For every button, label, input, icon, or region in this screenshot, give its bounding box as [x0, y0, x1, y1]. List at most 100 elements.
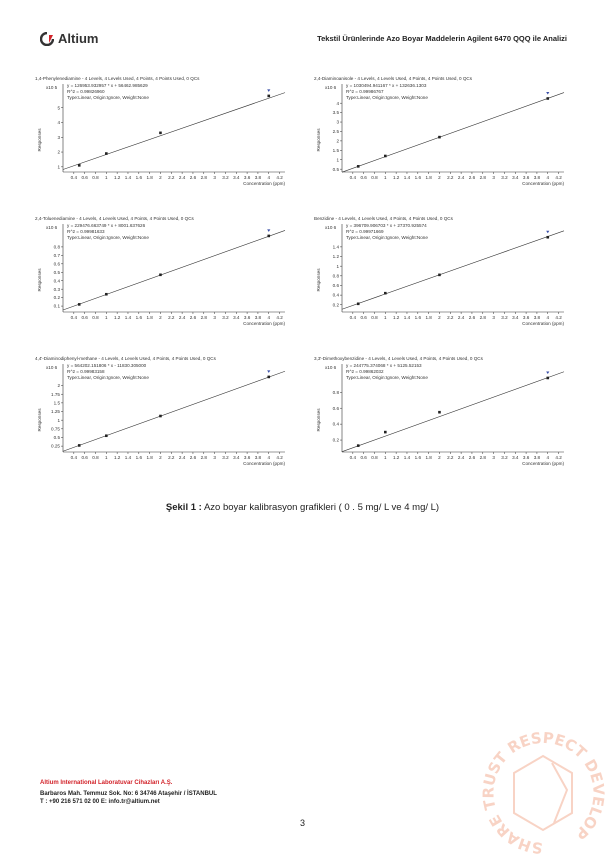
x-tick-label: 0.4	[71, 315, 78, 320]
x-tick-label: 3.6	[523, 455, 530, 460]
x-tick-label: 3.8	[534, 455, 541, 460]
x-tick-label: 0.8	[371, 175, 378, 180]
y-tick-label: 0.7	[54, 253, 61, 258]
page-number: 3	[299, 818, 305, 828]
x-tick-label: 2	[159, 455, 162, 460]
scale-label: x10 5	[46, 85, 58, 90]
y-tick-label: 0.3	[54, 287, 61, 292]
x-tick-label: 3.8	[255, 175, 262, 180]
data-point	[105, 152, 108, 155]
x-tick-label: 3	[213, 175, 216, 180]
x-tick-label: 2.6	[190, 455, 197, 460]
x-tick-label: 3	[213, 315, 216, 320]
y-tick-label: 0.2	[54, 295, 61, 300]
y-tick-label: 0.5	[333, 167, 340, 172]
y-tick-label: 4	[57, 120, 60, 125]
x-tick-label: 3.4	[233, 315, 240, 320]
level-marker-icon	[546, 230, 550, 234]
caption-text: Azo boyar kalibrasyon grafikleri ( 0 . 5…	[201, 502, 440, 513]
x-tick-label: 2.2	[447, 315, 454, 320]
chart-title: 4,4'-Diaminodiphenyl-methane - 4 Levels,…	[35, 356, 217, 361]
x-tick-label: 1.8	[146, 455, 153, 460]
calibration-chart-4: Benzidine - 4 Levels, 4 Levels Used, 4 P…	[312, 214, 572, 336]
x-tick-label: 1.4	[125, 315, 132, 320]
x-tick-label: 3.2	[501, 315, 508, 320]
data-point	[267, 375, 271, 379]
fit-info: Type:Linear, Origin:Ignore, Weight:None	[346, 95, 428, 100]
x-tick-label: 2.4	[458, 455, 465, 460]
y-tick-label: 1.5	[54, 400, 61, 405]
y-tick-label: 1.2	[333, 254, 340, 259]
data-point	[267, 94, 271, 98]
calibration-chart-6: 3,3'-Dimethoxybenzidine - 4 Levels, 4 Le…	[312, 354, 572, 476]
data-point	[159, 414, 162, 418]
chart-title: 2,4-Diaminoanisole - 4 Levels, 4 Levels …	[314, 76, 473, 81]
x-tick-label: 2.6	[469, 455, 476, 460]
y-tick-label: 1	[57, 418, 60, 423]
x-tick-label: 3.4	[512, 315, 519, 320]
fit-line	[341, 92, 565, 173]
x-tick-label: 2.2	[168, 455, 175, 460]
footer-address: Barbaros Mah. Temmuz Sok. No: 6 34746 At…	[40, 791, 217, 797]
y-tick-label: 3	[336, 120, 339, 125]
altium-logo: Altium	[40, 31, 98, 46]
altium-logo-icon	[40, 31, 54, 46]
data-point	[546, 376, 550, 380]
x-tick-label: 2.2	[447, 175, 454, 180]
x-tick-label: 4	[546, 455, 549, 460]
level-marker-icon	[546, 91, 550, 95]
x-axis-label: Concentration (ppm)	[243, 181, 285, 186]
fit-equation: y = 396709.906703 * x + 27370.925574	[346, 223, 427, 228]
x-tick-label: 1.4	[404, 455, 411, 460]
y-tick-label: 1	[336, 157, 339, 162]
x-tick-label: 0.6	[81, 315, 88, 320]
data-point	[356, 444, 360, 447]
y-tick-label: 1.5	[333, 148, 340, 153]
scale-label: x10 6	[325, 365, 337, 370]
x-tick-label: 2	[438, 315, 441, 320]
data-point	[105, 434, 108, 438]
fit-info: Type:Linear, Origin:Ignore, Weight:None	[67, 375, 149, 380]
y-tick-label: 0.75	[51, 426, 60, 431]
x-tick-label: 2.2	[168, 315, 175, 320]
data-point	[356, 302, 360, 306]
fit-info: Type:Linear, Origin:Ignore, Weight:None	[346, 375, 428, 380]
y-tick-label: 2	[336, 138, 339, 143]
x-tick-label: 0.8	[92, 455, 99, 460]
x-tick-label: 2.6	[190, 315, 197, 320]
data-point	[159, 131, 162, 135]
x-tick-label: 0.4	[71, 455, 78, 460]
x-tick-label: 4	[267, 175, 270, 180]
fit-line	[341, 230, 565, 310]
y-tick-label: 3	[57, 135, 60, 140]
y-axis-label: Responses	[316, 128, 321, 152]
x-tick-label: 1	[384, 175, 387, 180]
x-tick-label: 3.4	[512, 455, 519, 460]
x-axis-label: Concentration (ppm)	[522, 461, 564, 466]
y-tick-label: 0.8	[333, 273, 340, 278]
x-tick-label: 3.4	[233, 455, 240, 460]
x-tick-label: 1.6	[136, 315, 143, 320]
level-marker-icon	[267, 229, 271, 232]
x-tick-label: 4	[267, 455, 270, 460]
y-tick-label: 0.4	[333, 293, 340, 298]
x-tick-label: 3.6	[523, 315, 530, 320]
y-tick-label: 1.4	[333, 244, 340, 249]
x-tick-label: 1.4	[404, 175, 411, 180]
chart-title: 1,4-Phenylenediamine - 4 Levels, 4 Level…	[35, 76, 200, 81]
x-tick-label: 4	[546, 315, 549, 320]
calibration-chart-3: 2,4-Toluenediamine - 4 Levels, 4 Levels …	[33, 214, 293, 336]
x-tick-label: 3.6	[244, 175, 251, 180]
x-tick-label: 1.2	[114, 455, 121, 460]
x-tick-label: 1.6	[136, 455, 143, 460]
data-point	[77, 444, 81, 447]
data-point	[384, 430, 387, 434]
x-tick-label: 2.8	[480, 315, 487, 320]
fit-info: Type:Linear, Origin:Ignore, Weight:None	[67, 235, 149, 240]
stamp-text: SHARE TRUST RESPECT DEVELOP	[482, 729, 605, 855]
y-tick-label: 0.25	[51, 444, 60, 449]
x-tick-label: 0.8	[371, 455, 378, 460]
x-tick-label: 1.6	[136, 175, 143, 180]
data-point	[356, 165, 360, 168]
x-tick-label: 2.4	[179, 175, 186, 180]
